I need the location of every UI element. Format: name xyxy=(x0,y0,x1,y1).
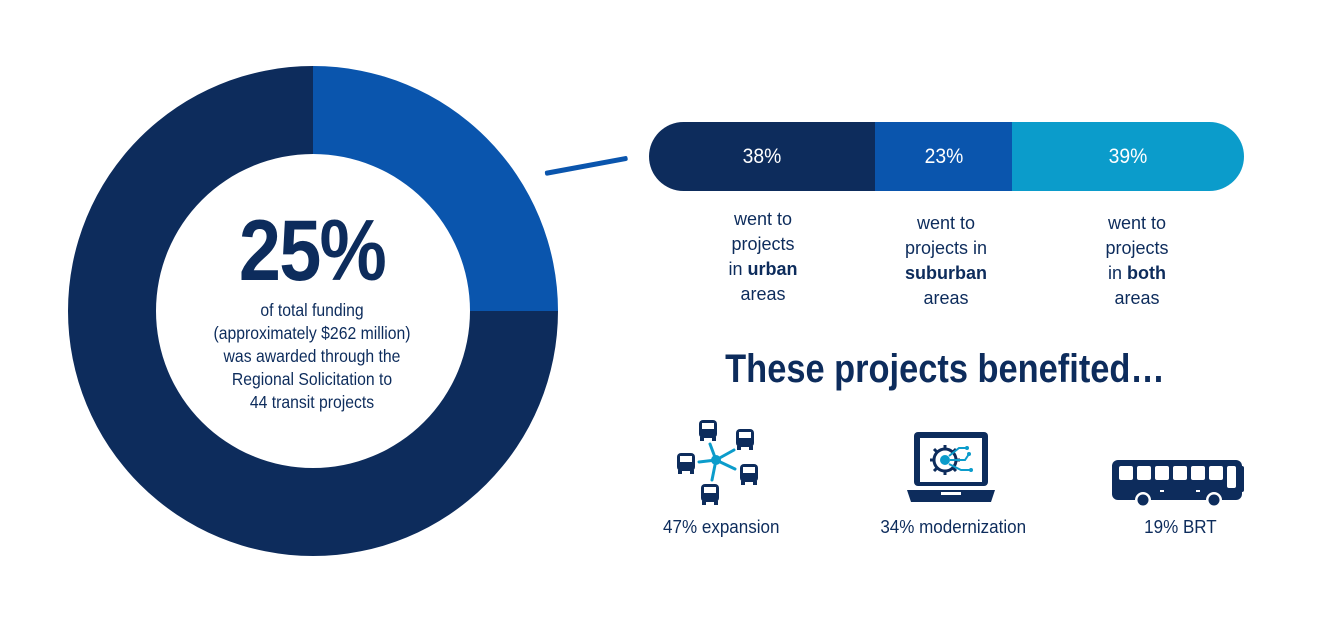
segment-label: 38% xyxy=(742,144,782,168)
funding-description: of total funding (approximately $262 mil… xyxy=(186,299,438,414)
urban-note: went to projects in urban areas xyxy=(692,207,834,307)
benefits-heading: These projects benefited… xyxy=(725,347,1165,391)
note-line: projects xyxy=(1105,238,1169,258)
note-bold: urban xyxy=(747,259,798,279)
note-line: went to xyxy=(916,213,976,233)
description-line: of total funding xyxy=(260,300,364,320)
expansion-caption: 47% expansion xyxy=(658,516,780,538)
suburban-note: went to projects in suburban areas xyxy=(875,211,1017,311)
funding-percentage: 25% xyxy=(238,203,387,299)
caption-text: 34% modernization xyxy=(880,516,1027,537)
note-line: areas xyxy=(1114,288,1160,308)
description-line: was awarded through the xyxy=(223,346,401,366)
segment-label: 23% xyxy=(924,144,963,168)
note-line: went to xyxy=(733,209,793,229)
both-note: went to projects in both areas xyxy=(1066,211,1208,311)
note-line: projects in xyxy=(904,238,988,258)
bar-segment-urban: 38% xyxy=(649,122,876,191)
brt-caption: 19% BRT xyxy=(1130,516,1230,538)
description-line: Regional Solicitation to xyxy=(231,369,393,389)
donut-slice-0 xyxy=(313,66,558,311)
note-line: in xyxy=(1108,263,1128,283)
area-breakdown-bar: 38% 23% 39% xyxy=(649,122,1244,191)
description-line: (approximately $262 million) xyxy=(213,323,411,343)
caption-text: 47% expansion xyxy=(663,516,780,537)
note-bold: suburban xyxy=(904,263,987,283)
note-line: projects xyxy=(731,234,795,254)
bus-network-icon xyxy=(677,420,758,505)
laptop-gear-icon xyxy=(907,432,995,502)
note-line: in xyxy=(728,259,748,279)
bus-icon xyxy=(1112,460,1244,508)
note-line: areas xyxy=(923,288,969,308)
funding-donut-chart xyxy=(68,66,558,556)
segment-label: 39% xyxy=(1108,144,1148,168)
description-line: 44 transit projects xyxy=(249,392,375,412)
caption-text: 19% BRT xyxy=(1143,516,1217,537)
note-line: areas xyxy=(740,284,786,304)
modernization-caption: 34% modernization xyxy=(874,516,1030,538)
bar-segment-suburban: 23% xyxy=(875,122,1012,191)
note-line: went to xyxy=(1107,213,1167,233)
donut-slice-1 xyxy=(68,66,558,556)
bar-segment-both: 39% xyxy=(1011,122,1244,191)
note-bold: both xyxy=(1127,263,1166,283)
donut-center-label: 25% of total funding (approximately $262… xyxy=(172,205,452,414)
